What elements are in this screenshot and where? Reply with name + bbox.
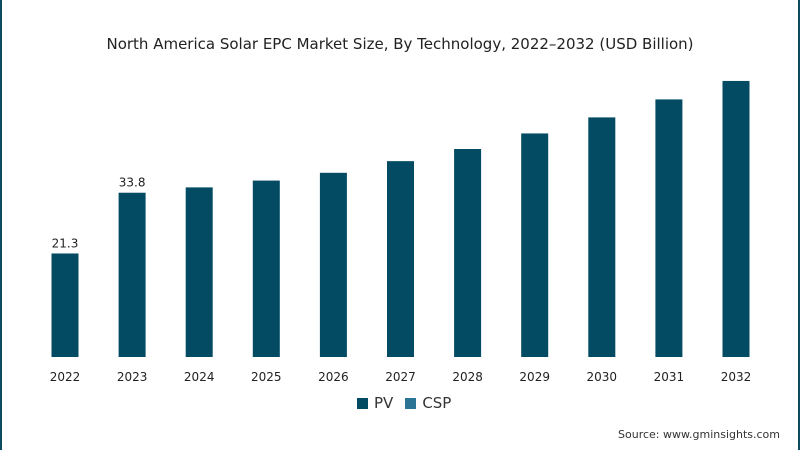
source-note: Source: www.gminsights.com	[618, 428, 780, 441]
bar-pv-2026	[319, 172, 347, 357]
x-tick-label: 2032	[721, 370, 752, 384]
bar-pv-2025	[252, 180, 280, 357]
x-tick-label: 2025	[251, 370, 282, 384]
data-label-2022: 21.3	[52, 236, 79, 250]
x-tick-label: 2026	[318, 370, 349, 384]
x-tick-label: 2027	[385, 370, 416, 384]
legend-label-csp: CSP	[422, 394, 452, 412]
x-tick-label: 2024	[184, 370, 215, 384]
x-tick-label: 2031	[654, 370, 685, 384]
chart-title: North America Solar EPC Market Size, By …	[106, 35, 694, 53]
x-tick-label: 2029	[519, 370, 550, 384]
legend-swatch-csp	[405, 397, 417, 409]
bar-pv-2024	[185, 187, 213, 357]
x-tick-label: 2028	[452, 370, 483, 384]
data-label-2023: 33.8	[119, 176, 146, 190]
bar-pv-2022	[51, 253, 79, 357]
x-tick-label: 2023	[117, 370, 148, 384]
legend-item-pv: PV	[357, 394, 393, 412]
bar-pv-2032	[722, 80, 750, 358]
bar-pv-2030	[588, 117, 616, 357]
legend: PV CSP	[357, 394, 463, 412]
bar-pv-2031	[655, 99, 683, 358]
bar-pv-2027	[387, 161, 414, 357]
legend-item-csp: CSP	[405, 394, 451, 412]
legend-label-pv: PV	[374, 394, 394, 412]
bar-pv-2023	[118, 192, 146, 357]
x-tick-label: 2030	[587, 370, 618, 384]
bar-pv-2029	[521, 133, 549, 357]
legend-swatch-pv	[357, 397, 368, 409]
x-tick-label: 2022	[50, 370, 81, 384]
bar-pv-2028	[454, 148, 482, 357]
